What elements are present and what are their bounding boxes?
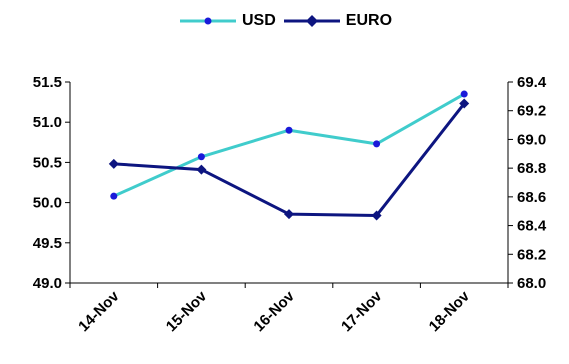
legend-label-euro: EURO bbox=[345, 12, 393, 29]
left-y-tick-label: 50.0 bbox=[33, 195, 62, 212]
left-y-tick-label: 50.5 bbox=[33, 154, 62, 171]
point-euro bbox=[459, 98, 470, 109]
right-y-tick-label: 68.4 bbox=[517, 218, 547, 235]
legend-item-usd: USD bbox=[178, 12, 276, 30]
left-y-tick-label: 49.5 bbox=[33, 235, 62, 252]
left-y-tick-label: 49.0 bbox=[33, 275, 62, 292]
point-usd bbox=[460, 90, 468, 98]
legend-swatch-usd bbox=[180, 17, 236, 25]
point-euro bbox=[196, 164, 207, 175]
x-tick-label: 15-Nov bbox=[163, 287, 211, 335]
right-y-tick-label: 69.2 bbox=[517, 103, 546, 120]
series-line-usd bbox=[113, 92, 465, 198]
series-line-euro bbox=[113, 102, 466, 218]
x-tick-label: 14-Nov bbox=[75, 287, 123, 335]
point-usd bbox=[197, 153, 205, 161]
right-y-tick-label: 68.0 bbox=[517, 275, 546, 292]
right-y-tick-label: 69.0 bbox=[517, 131, 546, 148]
legend-swatch-euro bbox=[283, 15, 340, 27]
right-y-tick-label: 69.4 bbox=[517, 74, 547, 91]
point-usd bbox=[110, 192, 118, 200]
point-euro bbox=[371, 210, 382, 221]
legend-label-usd: USD bbox=[242, 12, 276, 29]
point-euro bbox=[108, 158, 119, 169]
point-usd bbox=[285, 126, 293, 134]
left-y-tick-label: 51.0 bbox=[33, 114, 62, 131]
right-y-tick-label: 68.6 bbox=[517, 189, 546, 206]
right-y-tick-label: 68.2 bbox=[517, 246, 546, 263]
right-y-tick-label: 68.8 bbox=[517, 160, 546, 177]
x-tick-label: 18-Nov bbox=[426, 287, 474, 335]
legend-item-euro: EURO bbox=[282, 12, 392, 30]
left-y-tick-label: 51.5 bbox=[33, 74, 62, 91]
point-euro bbox=[284, 209, 294, 220]
point-usd bbox=[373, 140, 381, 148]
legend: USD EURO bbox=[178, 9, 392, 33]
x-tick-label: 17-Nov bbox=[338, 287, 386, 335]
x-tick-label: 16-Nov bbox=[250, 287, 298, 335]
